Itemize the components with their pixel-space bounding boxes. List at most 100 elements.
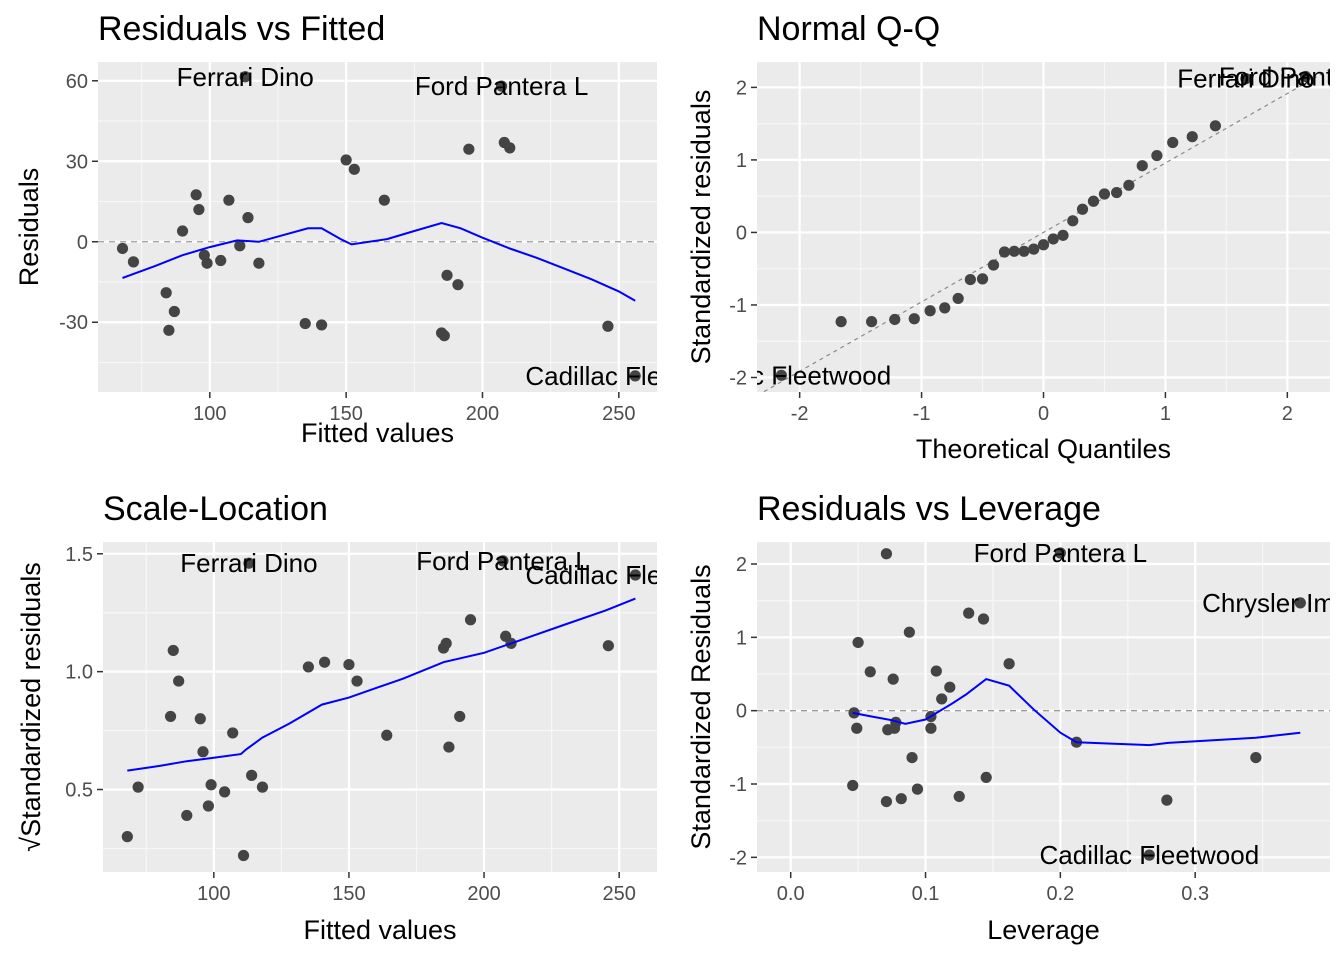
data-point — [381, 729, 393, 741]
point-annotation: Ferrari Dino — [177, 62, 314, 92]
point-annotation: Ford Pantera L — [974, 538, 1147, 568]
data-point — [351, 675, 363, 687]
data-point — [847, 779, 859, 792]
y-tick-label: 1 — [736, 150, 747, 172]
data-point — [215, 254, 227, 267]
smoother-line — [122, 221, 636, 302]
data-point — [194, 713, 206, 725]
data-point — [497, 555, 509, 567]
point-annotation: Ferrari Dino — [180, 548, 317, 578]
y-tick-label: 2 — [736, 554, 747, 576]
data-point — [925, 722, 937, 734]
data-point — [205, 779, 217, 791]
x-tick-label: 250 — [602, 883, 635, 905]
data-point — [452, 279, 464, 291]
plot-area: Ford Pantera L Chrysler Imperial Cadillac … — [757, 538, 1344, 870]
x-tick-label: 2 — [1282, 403, 1293, 425]
x-tick-label: 0 — [1038, 403, 1049, 425]
x-tick-label: 0.2 — [1046, 883, 1074, 905]
y-tick-label: 1 — [736, 627, 747, 649]
plot-area: Ferrari Dino Ford Pantera L Cadillac Fleet… — [98, 62, 745, 391]
data-point — [121, 831, 133, 843]
point-annotation: Cadillac Fleetwood — [1040, 840, 1260, 870]
y-tick-label: 0 — [736, 701, 747, 723]
data-point — [1240, 73, 1252, 85]
data-point — [930, 665, 942, 677]
y-tick-label: -1 — [729, 774, 747, 796]
data-point — [953, 790, 965, 803]
data-point — [160, 287, 172, 299]
y-tick-label: 0 — [77, 232, 88, 254]
x-axis-label: Fitted values — [303, 915, 456, 945]
data-point — [895, 793, 907, 805]
data-point — [219, 786, 231, 798]
panel-scale-location: 100 150 200 250 0.5 1.0 1.5 Ferrari Dino Ford Pa… — [16, 490, 746, 945]
y-tick-label: 0 — [736, 222, 747, 244]
x-axis-label: Fitted values — [301, 418, 454, 448]
data-point — [887, 673, 899, 685]
data-point — [952, 292, 964, 305]
data-point — [237, 849, 250, 862]
data-point — [316, 319, 328, 331]
data-point — [851, 722, 863, 734]
data-point — [202, 800, 214, 812]
data-point — [253, 257, 265, 269]
panel-title: Residuals vs Leverage — [757, 490, 1101, 528]
data-point — [164, 710, 177, 723]
x-tick-label: 0.0 — [777, 883, 805, 905]
y-tick-label: 60 — [66, 71, 88, 93]
y-tick-label: -2 — [729, 367, 747, 389]
data-point — [939, 302, 951, 314]
point-annotation: Chrysler Imperial — [1202, 588, 1344, 618]
data-point — [852, 636, 864, 649]
data-point — [319, 656, 331, 668]
point-annotation: Cadillac Fleetwood — [526, 560, 746, 590]
x-tick-label: 150 — [329, 403, 362, 425]
data-point — [835, 316, 847, 328]
y-tick-label: -30 — [59, 312, 88, 334]
data-point — [1136, 160, 1148, 172]
y-axis-label: Standardized residuals — [686, 90, 716, 365]
data-point — [243, 557, 255, 569]
data-point — [1057, 229, 1069, 241]
data-point — [903, 626, 915, 638]
data-point — [906, 752, 918, 764]
data-point — [1054, 547, 1066, 559]
data-point — [908, 313, 920, 325]
data-point — [1167, 136, 1179, 149]
data-point — [168, 305, 180, 318]
data-point — [987, 259, 1000, 271]
data-point — [441, 269, 453, 281]
data-point — [246, 769, 258, 781]
data-point — [299, 317, 311, 330]
data-point — [193, 203, 205, 216]
data-point — [1087, 195, 1100, 207]
data-point — [602, 320, 614, 332]
point-annotation: Cadillac Fleetwood — [525, 361, 745, 391]
data-point — [1250, 752, 1262, 764]
x-tick-label: 200 — [466, 403, 499, 425]
data-point — [976, 273, 989, 285]
data-point — [167, 644, 179, 657]
x-tick-label: 200 — [467, 883, 500, 905]
y-tick-label: 0.5 — [65, 780, 93, 802]
data-point — [977, 613, 990, 625]
data-point — [1123, 179, 1135, 191]
data-point — [998, 246, 1011, 258]
data-point — [1294, 597, 1306, 609]
x-axis-label: Theoretical Quantiles — [916, 434, 1171, 464]
x-axis-label: Leverage — [987, 915, 1100, 945]
data-point — [201, 257, 213, 269]
panel-background — [103, 542, 657, 872]
data-point — [1111, 186, 1123, 199]
y-tick-label: 1.5 — [65, 544, 93, 566]
panel-residuals-vs-fitted: 100 150 200 250 -30 0 30 60 Ferrari Dino Ford Pan… — [14, 10, 745, 448]
x-tick-label: -2 — [791, 403, 809, 425]
x-tick-label: 0.3 — [1181, 883, 1209, 905]
panel-background — [757, 542, 1330, 872]
data-point — [924, 305, 936, 317]
y-tick-label: -1 — [729, 295, 747, 317]
data-point — [256, 781, 269, 793]
y-tick-label: 2 — [736, 77, 747, 99]
